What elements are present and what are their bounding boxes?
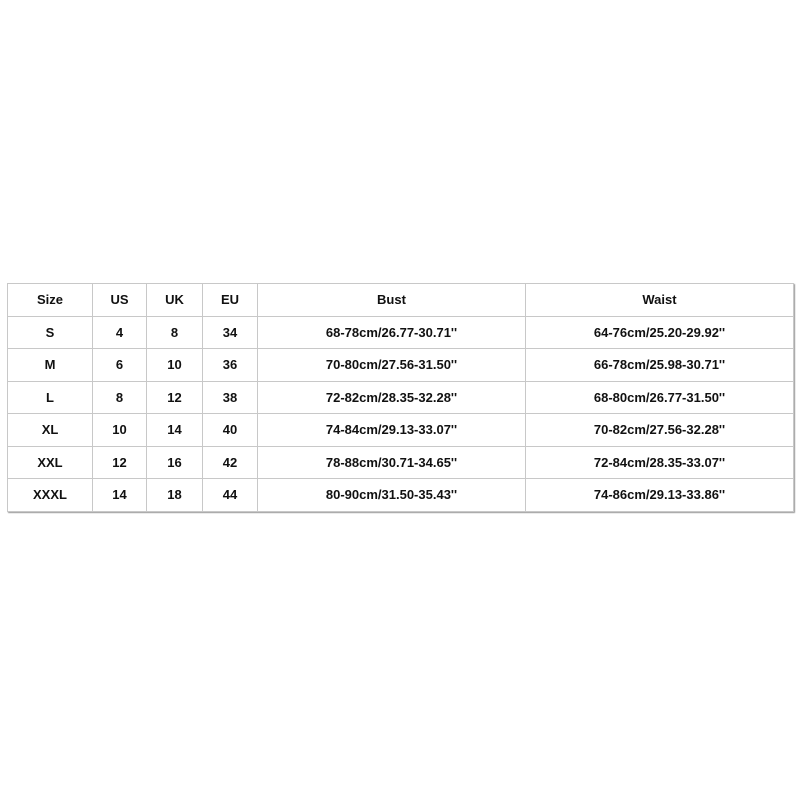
cell-bust: 80-90cm/31.50-35.43''	[257, 478, 526, 512]
header-us: US	[92, 283, 147, 317]
cell-us: 8	[92, 380, 147, 414]
header-uk: UK	[146, 283, 203, 317]
cell-uk: 10	[146, 348, 203, 382]
cell-bust: 68-78cm/26.77-30.71''	[257, 315, 526, 349]
cell-us: 4	[92, 315, 147, 349]
cell-uk: 14	[146, 413, 203, 447]
table-row: L 8 12 38 72-82cm/28.35-32.28'' 68-80cm/26.77…	[7, 380, 794, 414]
cell-uk: 16	[146, 445, 203, 479]
cell-us: 12	[92, 445, 147, 479]
size-chart-table: Size US UK EU Bust Waist S 4 8 34 68-78cm/26…	[7, 283, 794, 512]
cell-bust: 70-80cm/27.56-31.50''	[257, 348, 526, 382]
cell-size: L	[7, 380, 93, 414]
cell-size: XXXL	[7, 478, 93, 512]
cell-waist: 74-86cm/29.13-33.86''	[525, 478, 794, 512]
header-row: Size US UK EU Bust Waist	[7, 283, 794, 317]
cell-waist: 72-84cm/28.35-33.07''	[525, 445, 794, 479]
cell-uk: 12	[146, 380, 203, 414]
table-row: XXXL 14 18 44 80-90cm/31.50-35.43'' 74-86cm/2…	[7, 478, 794, 512]
table-row: S 4 8 34 68-78cm/26.77-30.71'' 64-76cm/25.20-…	[7, 315, 794, 349]
cell-us: 14	[92, 478, 147, 512]
table-row: XXL 12 16 42 78-88cm/30.71-34.65'' 72-84cm/28…	[7, 445, 794, 479]
table-row: XL 10 14 40 74-84cm/29.13-33.07'' 70-82cm/27.…	[7, 413, 794, 447]
cell-size: XXL	[7, 445, 93, 479]
cell-us: 6	[92, 348, 147, 382]
cell-waist: 68-80cm/26.77-31.50''	[525, 380, 794, 414]
cell-size: S	[7, 315, 93, 349]
header-size: Size	[7, 283, 93, 317]
cell-eu: 40	[202, 413, 258, 447]
header-waist: Waist	[525, 283, 794, 317]
cell-bust: 74-84cm/29.13-33.07''	[257, 413, 526, 447]
cell-bust: 78-88cm/30.71-34.65''	[257, 445, 526, 479]
cell-waist: 64-76cm/25.20-29.92''	[525, 315, 794, 349]
cell-us: 10	[92, 413, 147, 447]
cell-bust: 72-82cm/28.35-32.28''	[257, 380, 526, 414]
cell-eu: 42	[202, 445, 258, 479]
cell-eu: 36	[202, 348, 258, 382]
cell-size: M	[7, 348, 93, 382]
header-bust: Bust	[257, 283, 526, 317]
cell-eu: 38	[202, 380, 258, 414]
cell-eu: 44	[202, 478, 258, 512]
cell-eu: 34	[202, 315, 258, 349]
cell-waist: 66-78cm/25.98-30.71''	[525, 348, 794, 382]
cell-uk: 8	[146, 315, 203, 349]
cell-waist: 70-82cm/27.56-32.28''	[525, 413, 794, 447]
table-row: M 6 10 36 70-80cm/27.56-31.50'' 66-78cm/25.98…	[7, 348, 794, 382]
cell-uk: 18	[146, 478, 203, 512]
header-eu: EU	[202, 283, 258, 317]
cell-size: XL	[7, 413, 93, 447]
